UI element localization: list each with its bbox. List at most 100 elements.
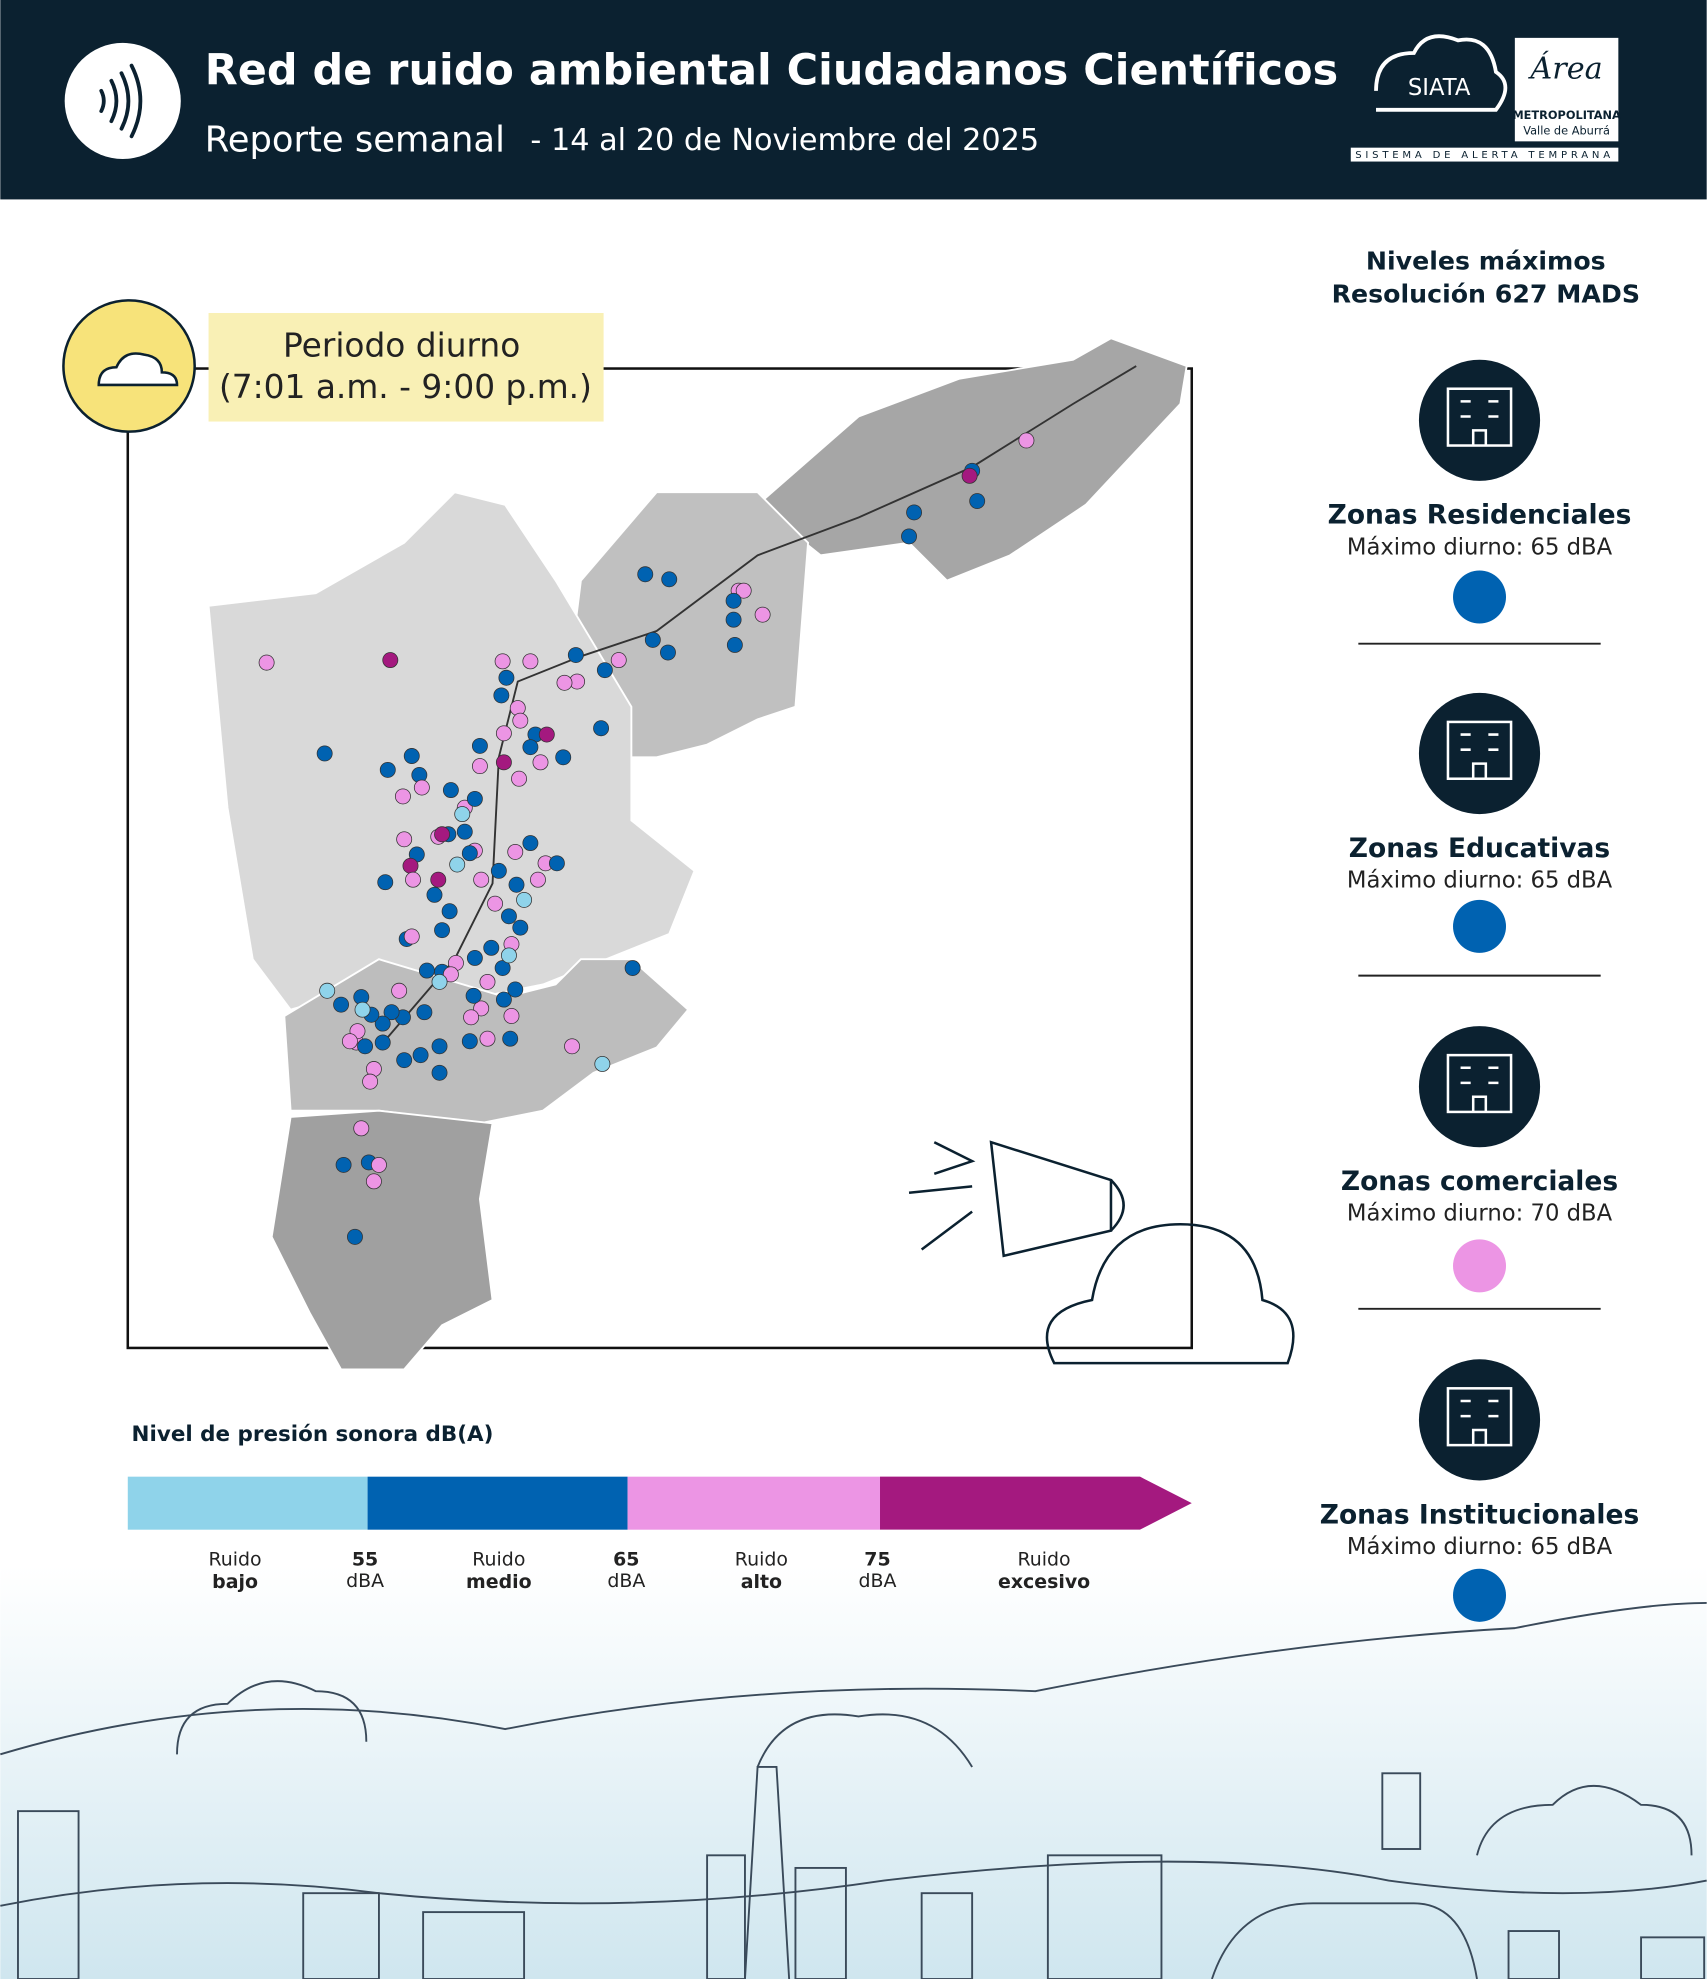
limits-title: Niveles máximos	[1366, 247, 1606, 276]
measurement-dot	[442, 966, 459, 983]
legend-label: Ruido	[208, 1548, 261, 1570]
logo-text: METROPOLITANA	[1512, 108, 1621, 122]
measurement-dot	[461, 1033, 478, 1050]
measurement-dot	[396, 831, 413, 848]
measurement-dot	[449, 856, 466, 873]
measurement-dot	[413, 779, 430, 796]
measurement-dot	[379, 761, 396, 778]
limits-title: Resolución 627 MADS	[1332, 279, 1640, 308]
measurement-dot	[961, 467, 978, 484]
measurement-dot	[402, 857, 419, 874]
measurement-dot	[660, 644, 676, 661]
measurement-dot	[725, 611, 742, 628]
legend-label: excesivo	[998, 1571, 1090, 1593]
measurement-dot	[1018, 432, 1035, 449]
measurement-dot	[512, 712, 529, 729]
measurement-dot	[644, 631, 661, 648]
region	[270, 1109, 494, 1371]
title: Red de ruido ambiental Ciudadanos Cientí…	[205, 46, 1338, 96]
zone-max: Máximo diurno: 65 dBA	[1347, 1534, 1613, 1560]
measurement-dot	[507, 981, 524, 998]
zone-icon-detail	[1460, 1399, 1499, 1446]
legend-label: alto	[741, 1571, 782, 1593]
measurement-dot	[374, 1015, 391, 1032]
measurement-dot	[502, 1030, 519, 1047]
zone-name: Zonas Institucionales	[1320, 1499, 1640, 1530]
legend-segment	[627, 1476, 881, 1530]
measurement-dot	[370, 1156, 387, 1173]
logo-band	[1350, 147, 1619, 162]
zone-color	[1453, 570, 1507, 624]
measurement-dot	[610, 652, 627, 669]
measurement-dot	[463, 1009, 480, 1026]
measurement-dot	[495, 725, 512, 742]
legend-segment	[127, 1476, 368, 1530]
measurement-dot	[442, 782, 459, 799]
measurement-dot	[637, 566, 654, 583]
threshold-unit: dBA	[607, 1570, 645, 1592]
measurement-dot	[466, 949, 483, 966]
sound-waves	[99, 63, 143, 139]
measurement-dot	[319, 982, 336, 999]
measurement-dot	[593, 720, 610, 737]
measurement-dot	[441, 903, 458, 920]
measurement-dot	[548, 855, 565, 872]
zone-color	[1453, 1239, 1507, 1293]
map	[207, 337, 1188, 1371]
measurement-dot	[901, 528, 917, 545]
measurement-dot	[382, 652, 399, 669]
zone-icon	[1418, 692, 1541, 815]
measurement-dot	[487, 895, 504, 912]
measurement-dot	[316, 745, 333, 762]
logo-text: SIATA	[1408, 75, 1471, 101]
measurement-dot	[383, 1004, 400, 1021]
zone-name: Zonas Residenciales	[1328, 500, 1632, 531]
measurement-dot	[522, 835, 539, 852]
measurement-dot	[374, 1034, 391, 1051]
measurement-dot	[473, 871, 490, 888]
cloud-icon	[97, 352, 179, 387]
threshold-value: 55	[352, 1548, 378, 1570]
measurement-dot	[508, 876, 525, 893]
measurement-dot	[431, 1038, 448, 1055]
measurement-dot	[530, 871, 546, 888]
map-frame	[126, 367, 1194, 1350]
measurement-dot	[511, 770, 527, 787]
measurement-dot	[906, 504, 923, 521]
measurement-dot	[495, 991, 512, 1008]
region	[207, 491, 696, 1011]
measurement-dot	[333, 996, 350, 1013]
measurement-dot	[507, 843, 524, 860]
zone-name: Zonas Educativas	[1349, 833, 1610, 864]
measurement-dot	[473, 1000, 490, 1017]
measurement-dot	[735, 582, 752, 599]
measurement-dot	[522, 653, 539, 670]
legend-title: Nivel de presión sonora dB(A)	[132, 1422, 494, 1447]
measurement-dot	[564, 1038, 580, 1055]
measurement-dot	[416, 1004, 433, 1021]
measurement-dot	[498, 669, 515, 686]
measurement-dot	[493, 687, 510, 704]
measurement-dot	[969, 493, 986, 510]
measurement-dot	[522, 739, 539, 756]
legend-label: bajo	[212, 1571, 258, 1593]
zone-name: Zonas comerciales	[1341, 1166, 1618, 1197]
siata-logo	[1374, 34, 1508, 112]
speaker-illustration	[908, 1140, 1295, 1365]
measurement-dot	[365, 1173, 382, 1190]
zone-color	[1453, 1568, 1507, 1622]
measurement-dot	[503, 1008, 520, 1024]
measurement-dot	[725, 592, 742, 609]
measurement-dot	[431, 973, 448, 990]
threshold-value: 65	[613, 1548, 639, 1570]
zone-max: Máximo diurno: 70 dBA	[1347, 1201, 1613, 1227]
legend-segment	[367, 1476, 628, 1530]
threshold-unit: dBA	[859, 1570, 897, 1592]
zone-icon-building	[1446, 720, 1513, 780]
measurement-dot	[532, 754, 549, 771]
legend-label: medio	[466, 1571, 532, 1593]
measurement-dot	[483, 939, 500, 956]
measurement-dot	[347, 1228, 363, 1245]
